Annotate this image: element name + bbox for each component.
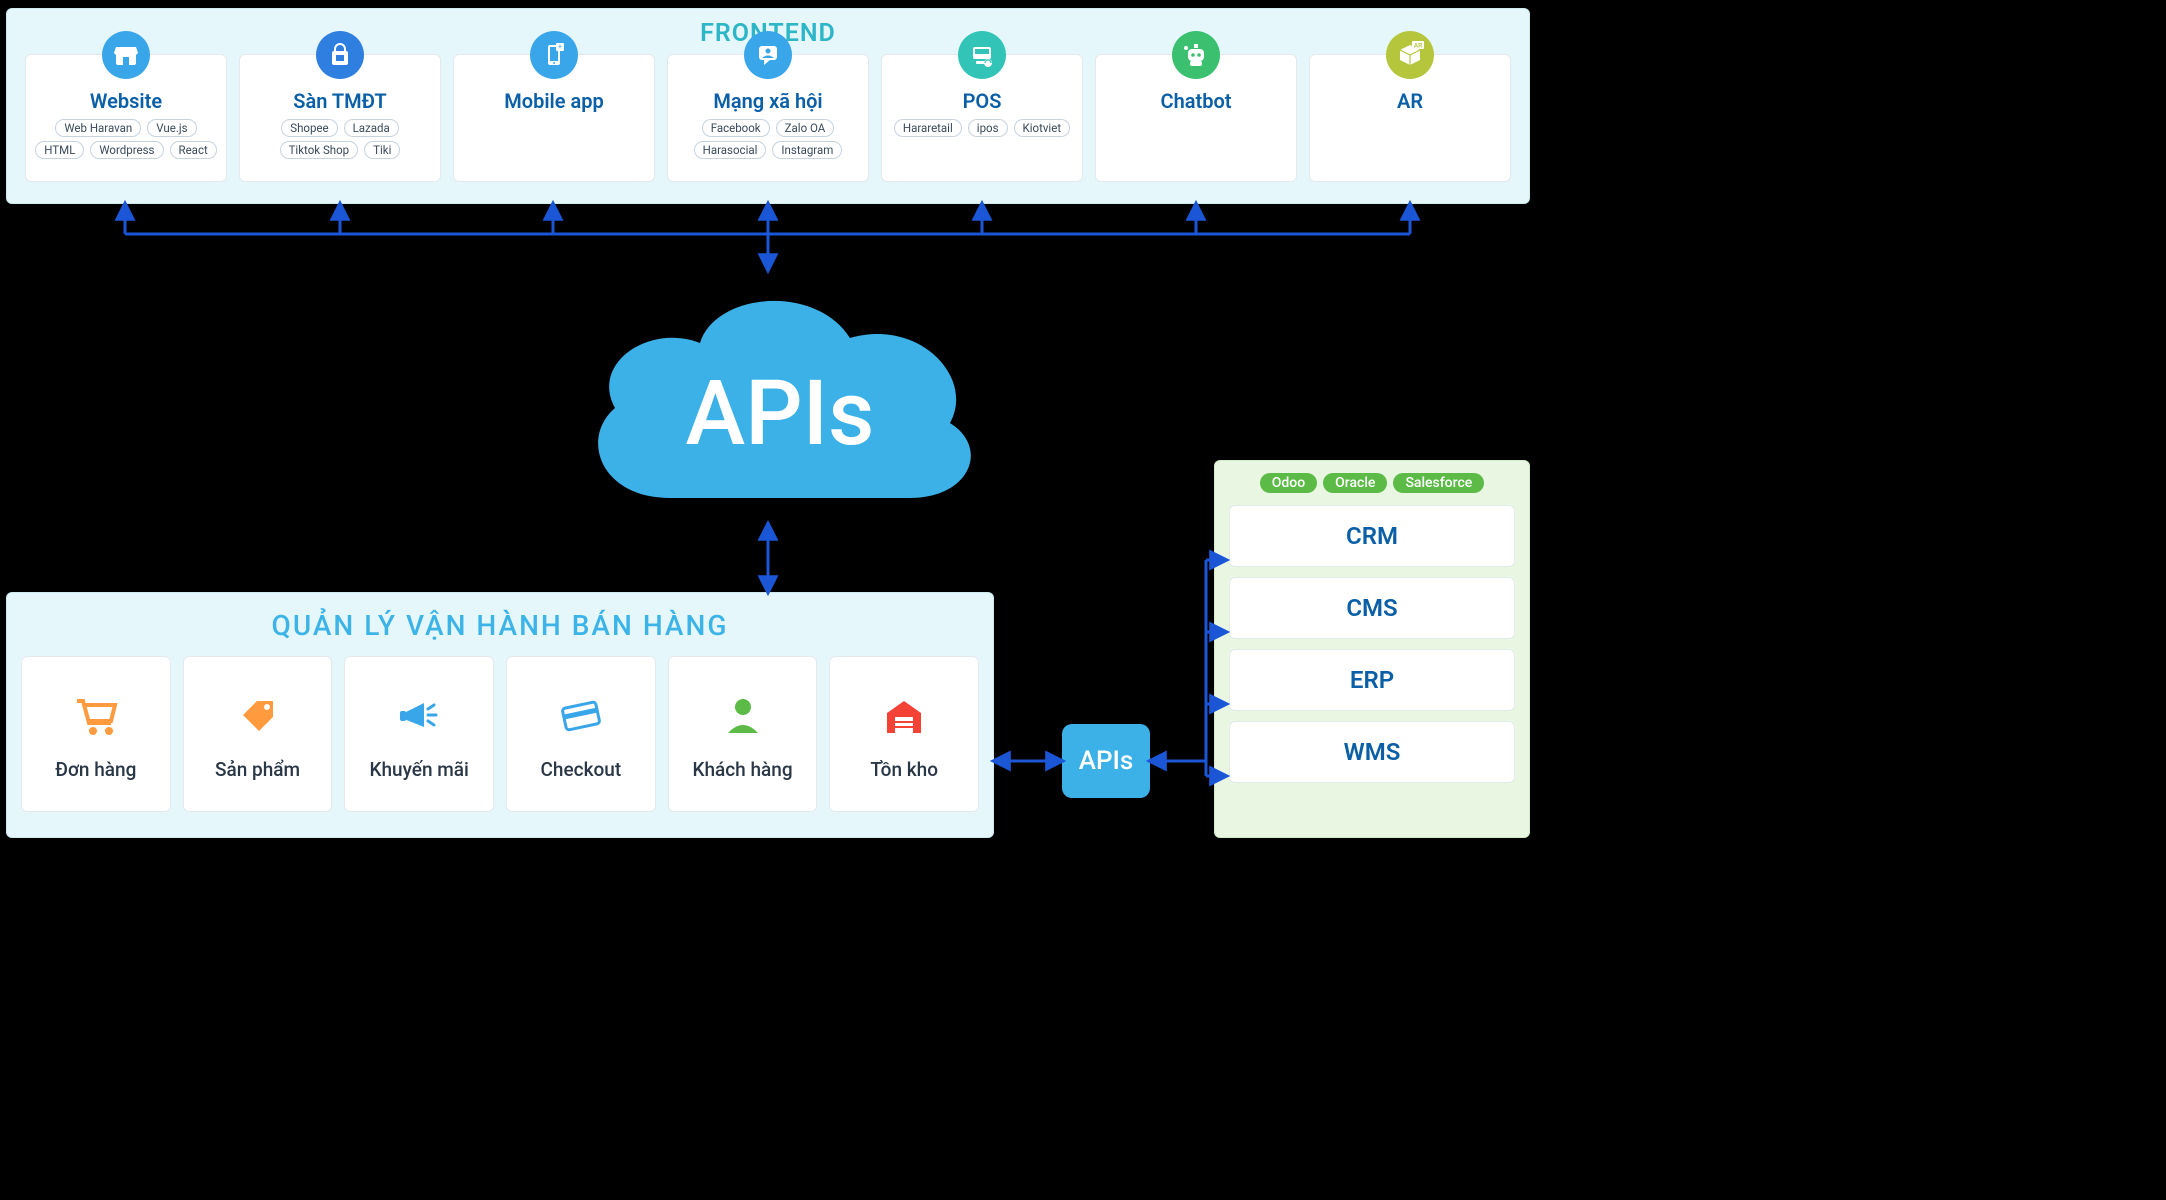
frontend-card: Website Web Haravan Vue.js HTML Wordpress Rea… [25, 54, 227, 182]
management-card: Sản phẩm [183, 656, 333, 812]
management-card-label: Khách hàng [692, 758, 792, 781]
frontend-card-tags: Shopee Lazada Tiktok Shop Tiki [248, 119, 432, 159]
systems-cards-col: CRM CMS ERP WMS [1229, 505, 1515, 783]
management-panel: QUẢN LÝ VẬN HÀNH BÁN HÀNG Đơn hàng Sản ph… [6, 592, 994, 838]
frontend-card-title: AR [1397, 89, 1423, 113]
apis-cloud-label: APIs [560, 268, 990, 528]
system-card: CMS [1229, 577, 1515, 639]
management-title: QUẢN LÝ VẬN HÀNH BÁN HÀNG [7, 609, 993, 642]
frontend-card: Mạng xã hội Facebook Zalo OA Harasocial Inst… [667, 54, 869, 182]
system-tag: Salesforce [1393, 473, 1484, 493]
frontend-card-title: Chatbot [1161, 89, 1232, 113]
tag: Wordpress [90, 141, 163, 159]
pricetag-icon [230, 688, 286, 744]
tag: Instagram [772, 141, 842, 159]
management-card: Checkout [506, 656, 656, 812]
store-icon [102, 31, 150, 79]
tag: Tiktok Shop [280, 141, 359, 159]
frontend-card-tags: Web Haravan Vue.js HTML Wordpress React [34, 119, 218, 159]
tag: Kiotviet [1014, 119, 1071, 137]
management-card: Khuyến mãi [344, 656, 494, 812]
tag: Tiki [364, 141, 400, 159]
system-tag: Odoo [1260, 473, 1317, 493]
cart-icon [68, 688, 124, 744]
bot-icon [1172, 31, 1220, 79]
frontend-card-title: Website [90, 89, 162, 113]
apis-cloud: APIs [560, 268, 990, 528]
frontend-card: POSHararetail ipos Kiotviet [881, 54, 1083, 182]
tag: Vue.js [147, 119, 196, 137]
tag: Harasocial [694, 141, 767, 159]
management-card: Đơn hàng [21, 656, 171, 812]
frontend-card: Sàn TMĐT Shopee Lazada Tiktok Shop Tiki [239, 54, 441, 182]
warehouse-icon [876, 688, 932, 744]
pos-icon [958, 31, 1006, 79]
frontend-card-title: Sàn TMĐT [293, 89, 386, 113]
system-tag: Oracle [1323, 473, 1387, 493]
tag: HTML [35, 141, 84, 159]
apis-box: APIs [1062, 724, 1150, 798]
tag: Shopee [281, 119, 337, 137]
system-card: CRM [1229, 505, 1515, 567]
systems-panel: Odoo Oracle Salesforce CRM CMS ERP WMS [1214, 460, 1530, 838]
megaphone-icon [391, 688, 447, 744]
system-card: WMS [1229, 721, 1515, 783]
card-icon [553, 688, 609, 744]
management-cards-row: Đơn hàng Sản phẩm Khuyến mãi Checkout Khách … [7, 656, 993, 812]
frontend-card-tags: Facebook Zalo OA Harasocial Instagram [676, 119, 860, 159]
management-card: Tồn kho [829, 656, 979, 812]
management-card-label: Tồn kho [870, 758, 938, 781]
chatuser-icon [744, 31, 792, 79]
management-card-label: Checkout [541, 758, 622, 781]
frontend-card-title: Mạng xã hội [713, 89, 822, 113]
apis-box-label: APIs [1079, 746, 1134, 776]
shopbag-icon [316, 31, 364, 79]
tag: Zalo OA [776, 119, 835, 137]
management-card: Khách hàng [668, 656, 818, 812]
tag: Web Haravan [55, 119, 141, 137]
tag: Lazada [344, 119, 399, 137]
frontend-card-tags: Hararetail ipos Kiotviet [894, 119, 1070, 137]
user-icon [715, 688, 771, 744]
management-card-label: Khuyến mãi [369, 758, 468, 781]
mobile-icon [530, 31, 578, 79]
frontend-card: AR [1309, 54, 1511, 182]
frontend-card: Chatbot [1095, 54, 1297, 182]
tag: Hararetail [894, 119, 962, 137]
tag: ipos [968, 119, 1008, 137]
frontend-card-title: POS [963, 89, 1002, 113]
frontend-panel: FRONTEND WebsiteWeb HaravanVue.jsHTMLWor… [6, 8, 1530, 204]
tag: Facebook [702, 119, 770, 137]
systems-tags-row: Odoo Oracle Salesforce [1260, 473, 1485, 493]
system-card: ERP [1229, 649, 1515, 711]
management-card-label: Sản phẩm [215, 758, 300, 781]
frontend-cards-row: Website Web Haravan Vue.js HTML Wordpress Rea… [7, 48, 1529, 182]
frontend-card-title: Mobile app [504, 89, 603, 113]
frontend-card: Mobile app [453, 54, 655, 182]
management-card-label: Đơn hàng [55, 758, 136, 781]
tag: React [170, 141, 217, 159]
ar-icon [1386, 31, 1434, 79]
